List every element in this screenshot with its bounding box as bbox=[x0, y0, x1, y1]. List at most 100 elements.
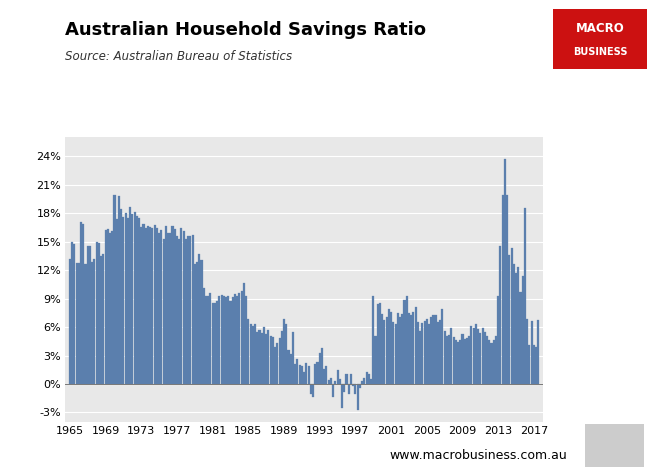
Bar bbox=[404, 300, 405, 384]
Bar bbox=[350, 374, 352, 384]
Bar bbox=[254, 324, 256, 384]
Bar bbox=[160, 230, 162, 384]
Bar bbox=[69, 259, 71, 384]
Bar bbox=[410, 315, 412, 384]
Bar bbox=[120, 209, 122, 384]
Text: BUSINESS: BUSINESS bbox=[573, 47, 627, 57]
Bar bbox=[408, 313, 410, 384]
Bar bbox=[218, 296, 220, 384]
Bar bbox=[243, 283, 245, 384]
Bar bbox=[100, 256, 102, 384]
Bar bbox=[330, 378, 332, 384]
Bar bbox=[181, 228, 182, 384]
Bar bbox=[432, 315, 434, 384]
Bar bbox=[314, 364, 317, 384]
Bar bbox=[457, 342, 459, 384]
Bar bbox=[339, 379, 341, 384]
Bar bbox=[526, 319, 528, 384]
Bar bbox=[107, 229, 109, 384]
Bar bbox=[138, 218, 140, 384]
Bar bbox=[294, 364, 296, 384]
Bar bbox=[105, 230, 107, 384]
Bar bbox=[312, 384, 314, 397]
Bar bbox=[118, 196, 120, 384]
Bar bbox=[225, 297, 227, 384]
Bar bbox=[497, 296, 499, 384]
Bar bbox=[220, 295, 222, 384]
Bar bbox=[430, 317, 432, 384]
Text: MACRO: MACRO bbox=[576, 22, 625, 35]
Bar bbox=[392, 322, 394, 384]
Bar bbox=[279, 338, 281, 384]
Bar bbox=[446, 336, 448, 384]
Bar bbox=[377, 304, 379, 384]
Bar bbox=[397, 313, 399, 384]
Bar bbox=[522, 276, 524, 384]
Bar bbox=[334, 381, 336, 384]
Bar bbox=[136, 216, 138, 384]
Bar bbox=[462, 334, 464, 384]
Bar bbox=[176, 236, 178, 384]
Bar bbox=[205, 296, 207, 384]
Bar bbox=[151, 228, 154, 384]
Bar bbox=[437, 322, 439, 384]
Bar bbox=[459, 340, 461, 384]
Bar bbox=[343, 384, 345, 392]
Bar bbox=[223, 296, 225, 384]
Bar bbox=[341, 384, 343, 408]
Bar bbox=[196, 262, 198, 384]
Bar bbox=[292, 332, 294, 384]
Bar bbox=[402, 314, 404, 384]
Bar bbox=[381, 314, 383, 384]
Bar bbox=[366, 372, 368, 384]
Bar bbox=[111, 231, 113, 384]
Bar bbox=[78, 263, 80, 384]
Bar bbox=[332, 384, 334, 397]
Text: Source: Australian Bureau of Statistics: Source: Australian Bureau of Statistics bbox=[65, 50, 292, 63]
Bar bbox=[95, 242, 97, 384]
Bar bbox=[261, 333, 263, 384]
Bar bbox=[149, 227, 151, 384]
Bar bbox=[451, 328, 453, 384]
Bar bbox=[468, 336, 470, 384]
Bar bbox=[356, 384, 358, 410]
Bar bbox=[178, 239, 181, 384]
Bar bbox=[129, 207, 131, 384]
Bar bbox=[419, 331, 421, 384]
Bar bbox=[477, 329, 479, 384]
Bar bbox=[535, 347, 537, 384]
Bar bbox=[80, 222, 82, 384]
Bar bbox=[517, 267, 519, 384]
Bar bbox=[390, 312, 392, 384]
Bar bbox=[147, 226, 149, 384]
Bar bbox=[528, 345, 530, 384]
Bar bbox=[506, 195, 508, 384]
Bar bbox=[116, 219, 118, 384]
Bar bbox=[214, 303, 216, 384]
Bar bbox=[182, 231, 184, 384]
Bar bbox=[413, 312, 415, 384]
Bar bbox=[511, 248, 513, 384]
Bar bbox=[326, 366, 328, 384]
Bar bbox=[361, 381, 363, 384]
Bar bbox=[82, 224, 84, 384]
Bar bbox=[143, 224, 145, 384]
Bar bbox=[185, 239, 187, 384]
Bar bbox=[158, 233, 160, 384]
Bar bbox=[163, 239, 165, 384]
Bar bbox=[307, 366, 309, 384]
Bar bbox=[383, 320, 385, 384]
Bar bbox=[296, 359, 298, 384]
Bar bbox=[475, 324, 477, 384]
Bar bbox=[466, 338, 468, 384]
Bar bbox=[133, 212, 135, 384]
Bar bbox=[455, 340, 457, 384]
Bar bbox=[368, 374, 370, 384]
Bar bbox=[426, 319, 428, 384]
Bar bbox=[484, 332, 486, 384]
Bar bbox=[272, 337, 274, 384]
Bar bbox=[328, 380, 330, 384]
Bar bbox=[187, 236, 189, 384]
Bar bbox=[453, 337, 455, 384]
Bar bbox=[303, 372, 305, 384]
